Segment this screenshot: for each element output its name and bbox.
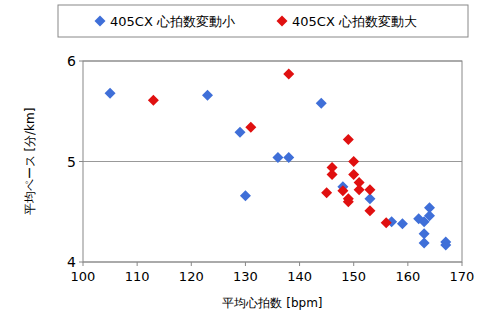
- x-tick-label: 170: [450, 269, 475, 284]
- point: [235, 127, 246, 138]
- y-tick: [79, 61, 83, 62]
- x-tick-label: 150: [341, 269, 366, 284]
- points: [105, 69, 452, 251]
- point: [364, 205, 375, 216]
- point: [321, 187, 332, 198]
- point: [245, 122, 256, 133]
- point: [397, 218, 408, 229]
- point: [283, 152, 294, 163]
- legend-label: 405CX 心拍数変動小: [110, 14, 235, 29]
- chart: 4 5 6 100 110 120 130 140 150 160 170 平均心拍数 [bpm] 平均…: [0, 0, 480, 322]
- x-tick-label: 100: [71, 269, 96, 284]
- legend-marker: [95, 16, 106, 27]
- x-tick: [191, 262, 192, 266]
- legend: 405CX 心拍数変動小 405CX 心拍数変動大: [58, 5, 468, 37]
- y-tick: [79, 262, 83, 263]
- x-tick-label: 120: [179, 269, 204, 284]
- point: [424, 202, 435, 213]
- background: [0, 0, 480, 322]
- point: [148, 95, 159, 106]
- x-tick: [137, 262, 138, 266]
- point: [283, 69, 294, 80]
- point: [343, 134, 354, 145]
- y-axis-title: 平均ペース [分/km]: [23, 108, 37, 216]
- y-tick: [79, 161, 83, 162]
- point: [327, 169, 338, 180]
- point: [354, 184, 365, 195]
- legend-marker: [277, 16, 288, 27]
- x-tick: [353, 262, 354, 266]
- point: [364, 184, 375, 195]
- legend-frame: [58, 5, 468, 37]
- x-tick-label: 140: [287, 269, 312, 284]
- point: [240, 190, 251, 201]
- y-tick-label: 5: [67, 154, 76, 170]
- x-tick-label: 110: [125, 269, 150, 284]
- grid-line: [83, 161, 462, 162]
- point: [272, 152, 283, 163]
- x-tick: [407, 262, 408, 266]
- y-tick-label: 4: [67, 254, 76, 270]
- point: [316, 98, 327, 109]
- x-tick-label: 160: [395, 269, 420, 284]
- point: [348, 156, 359, 167]
- point: [105, 88, 116, 99]
- x-tick: [83, 262, 84, 266]
- x-tick-label: 130: [233, 269, 258, 284]
- x-tick: [299, 262, 300, 266]
- x-axis-title: 平均心拍数 [bpm]: [222, 296, 322, 310]
- x-tick: [462, 262, 463, 266]
- plot-frame: [83, 61, 462, 262]
- point: [202, 90, 213, 101]
- point: [343, 196, 354, 207]
- point: [381, 217, 392, 228]
- point: [337, 185, 348, 196]
- point: [440, 236, 451, 247]
- x-tick: [245, 262, 246, 266]
- legend-label: 405CX 心拍数変動大: [292, 14, 417, 29]
- point: [419, 237, 430, 248]
- y-tick-label: 6: [67, 53, 76, 69]
- point: [348, 169, 359, 180]
